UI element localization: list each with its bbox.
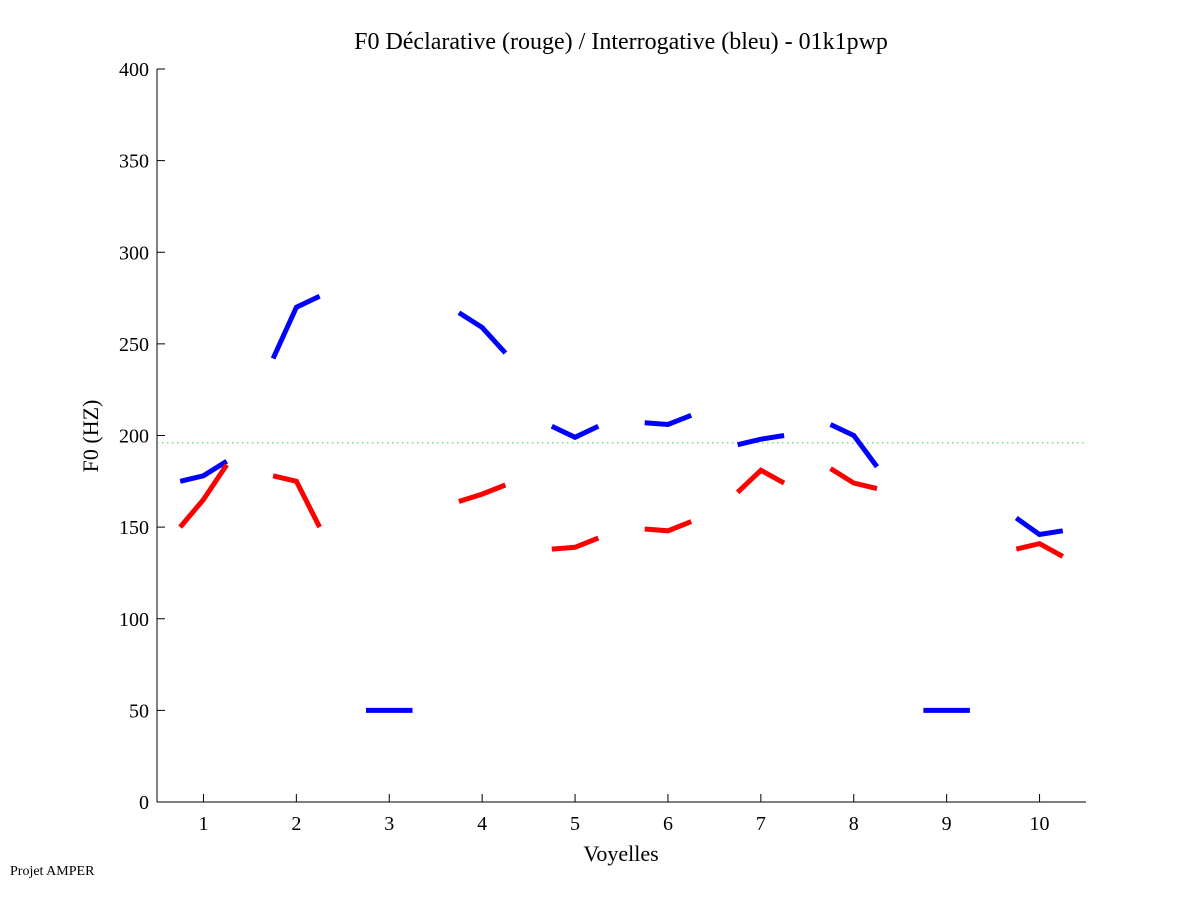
- y-tick-label: 250: [119, 334, 149, 356]
- interrogative-segment-vowel-7: [737, 433, 785, 448]
- y-tick-label: 350: [119, 151, 149, 173]
- declarative-segment-vowel-6: [644, 519, 693, 534]
- x-tick-label: 6: [663, 813, 673, 835]
- y-tick-label: 300: [119, 242, 149, 264]
- x-tick-label: 5: [570, 813, 580, 835]
- interrogative-segment-vowel-6: [644, 412, 693, 428]
- plot-marks: [157, 293, 1086, 713]
- declarative-segment-vowel-1: [178, 463, 229, 529]
- chart-title: F0 Déclarative (rouge) / Interrogative (…: [354, 29, 888, 55]
- interrogative-segment-vowel-1: [179, 459, 229, 484]
- y-tick-label: 50: [129, 700, 149, 722]
- declarative-segment-vowel-7: [735, 467, 786, 495]
- y-tick-label: 400: [119, 59, 149, 81]
- y-axis-label: F0 (HZ): [78, 400, 103, 473]
- x-tick-label: 10: [1030, 813, 1050, 835]
- interrogative-segment-vowel-2: [270, 293, 321, 360]
- interrogative-segment-vowel-5: [550, 424, 600, 441]
- y-tick-label: 100: [119, 609, 149, 631]
- interrogative-segment-vowel-8: [829, 422, 880, 469]
- y-tick-label: 0: [139, 792, 149, 814]
- declarative-segment-vowel-10: [1015, 540, 1065, 559]
- x-tick-label: 8: [849, 813, 859, 835]
- x-axis-label: Voyelles: [583, 841, 658, 866]
- declarative-segment-vowel-5: [551, 535, 600, 552]
- y-tick-label: 150: [119, 517, 149, 539]
- x-tick-label: 2: [291, 813, 301, 835]
- declarative-segment-vowel-2: [272, 473, 322, 529]
- axes: 0 50 100 150 200 250 300 350 400 1 2 3 4 5 6 7 8 9 10: [119, 59, 1086, 835]
- x-tick-label: 1: [198, 813, 208, 835]
- x-tick-label: 9: [942, 813, 952, 835]
- interrogative-segment-vowel-10: [1014, 515, 1064, 538]
- declarative-segment-vowel-4: [458, 482, 507, 504]
- footer-credit: Projet AMPER: [10, 864, 95, 879]
- y-tick-label: 200: [119, 426, 149, 448]
- x-tick-label: 7: [756, 813, 766, 835]
- declarative-segment-vowel-8: [829, 466, 878, 492]
- interrogative-segment-vowel-4: [457, 310, 508, 355]
- x-tick-label: 3: [384, 813, 394, 835]
- x-tick-label: 4: [477, 813, 487, 835]
